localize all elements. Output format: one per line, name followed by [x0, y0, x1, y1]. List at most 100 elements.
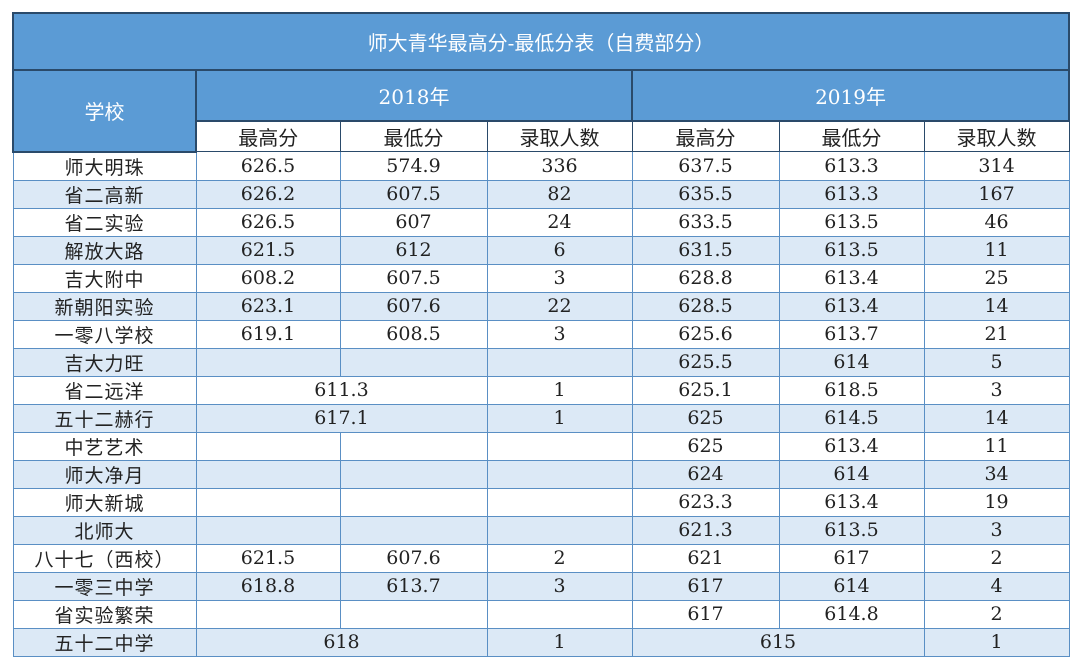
min-score-cell: 607.6	[339, 291, 488, 321]
min-score-cell: 613.7	[778, 319, 925, 349]
max-score-cell: 623.1	[195, 291, 341, 321]
admitted-count-header: 录取人数	[486, 120, 633, 152]
max-score-header: 最高分	[195, 120, 341, 152]
max-score-cell: 621.3	[631, 515, 780, 545]
table-row: 吉大附中 608.2 607.5 3 628.8 613.4 25	[12, 263, 1070, 293]
min-score-cell: 613.3	[778, 151, 925, 181]
school-name-cell: 五十二赫行	[12, 403, 197, 433]
school-name-cell: 省二实验	[12, 207, 197, 237]
admitted-count-cell: 1	[486, 375, 633, 405]
max-score-cell: 618.8	[195, 571, 341, 601]
school-name-cell: 五十二中学	[12, 627, 197, 657]
min-score-cell: 614	[778, 459, 925, 489]
merged-score-cell: 611.3	[195, 375, 488, 405]
admitted-count-cell: 14	[923, 403, 1070, 433]
admitted-count-cell: 34	[923, 459, 1070, 489]
min-score-cell: 613.3	[778, 179, 925, 209]
school-name-cell: 解放大路	[12, 235, 197, 265]
table-title: 师大青华最高分-最低分表（自费部分）	[11, 12, 1071, 71]
max-score-cell	[195, 487, 341, 517]
min-score-cell: 612	[339, 235, 488, 265]
max-score-cell: 619.1	[195, 319, 341, 349]
school-name-cell: 一零三中学	[12, 571, 197, 601]
max-score-header: 最高分	[631, 120, 780, 152]
min-score-cell: 613.4	[778, 263, 925, 293]
max-score-cell: 626.5	[195, 207, 341, 237]
max-score-cell: 621	[631, 543, 780, 573]
year-2019-header: 2019年	[630, 69, 1071, 122]
admitted-count-cell	[486, 431, 633, 461]
admitted-count-cell: 21	[923, 319, 1070, 349]
school-name-cell: 省二远洋	[12, 375, 197, 405]
admitted-count-cell: 3	[486, 319, 633, 349]
school-name-cell: 省实验繁荣	[12, 599, 197, 629]
table-row: 中艺艺术 625 613.4 11	[12, 431, 1070, 461]
table-row: 师大新城 623.3 613.4 19	[12, 487, 1070, 517]
school-name-cell: 北师大	[12, 515, 197, 545]
admitted-count-cell: 1	[923, 627, 1070, 657]
admitted-count-cell: 46	[923, 207, 1070, 237]
admitted-count-cell: 314	[923, 151, 1070, 181]
table-row: 五十二中学 618 1 615 1	[12, 627, 1070, 657]
table-row: 解放大路 621.5 612 6 631.5 613.5 11	[12, 235, 1070, 265]
max-score-cell: 628.8	[631, 263, 780, 293]
school-name-cell: 师大明珠	[12, 151, 197, 181]
max-score-cell: 626.2	[195, 179, 341, 209]
admitted-count-cell	[486, 459, 633, 489]
school-name-cell: 师大新城	[12, 487, 197, 517]
min-score-cell: 613.4	[778, 431, 925, 461]
min-score-cell: 613.5	[778, 235, 925, 265]
admitted-count-cell: 2	[923, 599, 1070, 629]
admitted-count-cell: 3	[923, 515, 1070, 545]
school-name-cell: 省二高新	[12, 179, 197, 209]
max-score-cell: 635.5	[631, 179, 780, 209]
school-name-cell: 中艺艺术	[12, 431, 197, 461]
max-score-cell: 624	[631, 459, 780, 489]
admitted-count-cell	[486, 347, 633, 377]
school-name-cell: 师大净月	[12, 459, 197, 489]
school-name-cell: 一零八学校	[12, 319, 197, 349]
merged-score-cell: 615	[631, 627, 925, 657]
admitted-count-cell: 3	[486, 263, 633, 293]
merged-score-cell: 617.1	[195, 403, 488, 433]
table-row: 一零八学校 619.1 608.5 3 625.6 613.7 21	[12, 319, 1070, 349]
max-score-cell: 628.5	[631, 291, 780, 321]
min-score-cell: 613.4	[778, 291, 925, 321]
table-row: 师大明珠 626.5 574.9 336 637.5 613.3 314	[12, 151, 1070, 181]
max-score-cell: 625	[631, 403, 780, 433]
max-score-cell: 637.5	[631, 151, 780, 181]
admitted-count-cell: 11	[923, 235, 1070, 265]
max-score-cell: 625	[631, 431, 780, 461]
table-row: 省实验繁荣 617 614.8 2	[12, 599, 1070, 629]
merged-score-cell: 618	[195, 627, 488, 657]
min-score-cell	[339, 515, 488, 545]
min-score-cell: 607.6	[339, 543, 488, 573]
max-score-cell: 625.1	[631, 375, 780, 405]
min-score-cell: 607.5	[339, 179, 488, 209]
school-name-cell: 吉大力旺	[12, 347, 197, 377]
max-score-cell: 617	[631, 571, 780, 601]
max-score-cell: 621.5	[195, 543, 341, 573]
admitted-count-cell: 336	[486, 151, 633, 181]
min-score-cell: 618.5	[778, 375, 925, 405]
school-name-cell: 八十七（西校）	[12, 543, 197, 573]
admitted-count-cell: 1	[486, 627, 633, 657]
table-row: 北师大 621.3 613.5 3	[12, 515, 1070, 545]
admitted-count-cell: 82	[486, 179, 633, 209]
min-score-cell	[339, 459, 488, 489]
table-row: 省二实验 626.5 607 24 633.5 613.5 46	[12, 207, 1070, 237]
min-score-cell: 614	[778, 347, 925, 377]
admitted-count-cell: 167	[923, 179, 1070, 209]
admitted-count-cell: 5	[923, 347, 1070, 377]
max-score-cell: 626.5	[195, 151, 341, 181]
max-score-cell: 625.6	[631, 319, 780, 349]
table-body: 师大明珠 626.5 574.9 336 637.5 613.3 314 省二高新 626.2 6…	[12, 151, 1070, 657]
max-score-cell: 623.3	[631, 487, 780, 517]
min-score-cell: 607	[339, 207, 488, 237]
table-row: 新朝阳实验 623.1 607.6 22 628.5 613.4 14	[12, 291, 1070, 321]
admitted-count-cell	[486, 599, 633, 629]
admitted-count-cell: 3	[486, 571, 633, 601]
admitted-count-cell: 11	[923, 431, 1070, 461]
max-score-cell: 631.5	[631, 235, 780, 265]
max-score-cell: 625.5	[631, 347, 780, 377]
